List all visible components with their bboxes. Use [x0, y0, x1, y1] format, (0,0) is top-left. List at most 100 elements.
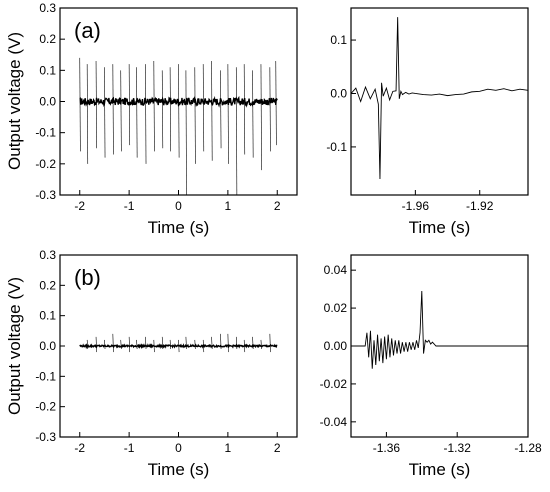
spike-mark: [104, 67, 106, 158]
plot-frame: [350, 7, 529, 196]
y-tick-label: -0.3: [35, 188, 56, 202]
spike-mark: [243, 64, 246, 155]
spike-mark: [178, 339, 180, 353]
x-tick-label: 1: [225, 199, 232, 213]
spike-mark: [211, 336, 213, 350]
y-tick-label: 0.2: [39, 278, 56, 292]
spike-mark: [153, 339, 155, 353]
y-tick-label: 0.00: [324, 339, 348, 353]
spike-mark: [136, 67, 138, 158]
spike-mark: [227, 333, 229, 353]
y-tick-label: 0.02: [324, 301, 348, 315]
spike-mark: [194, 67, 196, 164]
x-axis-title: Time (s): [409, 460, 471, 479]
y-tick-label: 0.3: [39, 1, 56, 15]
spike-mark: [86, 339, 89, 350]
chart-panel-a-left: -2 -1 0 1 2 -0.3 -0.2 -0.1 0.0 0.1 0.2 0.3 Time (s) O…: [5, 1, 298, 237]
spike-mark: [202, 64, 205, 152]
spike-mark: [169, 339, 172, 350]
y-tick-label: -0.1: [326, 140, 347, 154]
series-line: [351, 17, 528, 179]
y-tick-label: -0.02: [320, 377, 348, 391]
spike-mark: [202, 339, 205, 353]
spike-mark: [260, 339, 262, 350]
panel-label: (a): [74, 18, 101, 43]
spike-mark: [252, 336, 254, 350]
y-tick-label: 0.2: [39, 32, 56, 46]
y-tick-label: -0.1: [35, 369, 56, 383]
spike-mark: [185, 70, 187, 195]
spike-mark: [211, 60, 213, 161]
y-tick-label: 0.0: [330, 86, 347, 100]
spike-mark: [112, 64, 114, 155]
spike-mark: [128, 336, 131, 353]
spike-mark: [120, 70, 122, 152]
y-axis-title: Output voltage (V): [5, 32, 24, 170]
series-line: [351, 291, 528, 369]
spike-mark: [112, 333, 114, 353]
spike-mark: [145, 336, 147, 350]
chart-panel-b-right: -1.36 -1.32 -1.28 -0.04 -0.02 0.00 0.02 0.04 Tim…: [320, 254, 542, 479]
x-tick-label: 2: [274, 199, 281, 213]
spike-mark: [136, 339, 138, 350]
spike-mark: [145, 64, 147, 164]
spike-mark: [227, 64, 229, 164]
y-tick-label: -0.2: [35, 400, 56, 414]
x-tick-label: -1.92: [466, 199, 494, 213]
spike-mark: [95, 60, 97, 149]
spike-mark: [243, 339, 246, 353]
x-tick-label: -1.28: [514, 441, 542, 455]
spike-mark: [95, 336, 97, 353]
y-tick-label: -0.04: [320, 415, 348, 429]
series-group: [79, 57, 278, 195]
y-tick-label: 0.1: [330, 33, 347, 47]
spike-mark: [153, 60, 155, 152]
spike-mark: [220, 333, 222, 350]
spike-mark: [269, 333, 271, 353]
y-tick-label: -0.3: [35, 430, 56, 444]
spike-mark: [120, 339, 122, 350]
spike-mark: [161, 70, 164, 149]
spike-mark: [86, 64, 89, 164]
series-group: [351, 291, 528, 369]
chart-panel-b-left: -2 -1 0 1 2 -0.3 -0.2 -0.1 0.0 0.1 0.2 0.3 Time (s) O…: [5, 248, 298, 479]
y-tick-label: 0.0: [39, 95, 56, 109]
spike-mark: [275, 60, 277, 146]
spike-mark: [269, 67, 271, 152]
x-tick-label: 0: [175, 199, 182, 213]
spike-mark: [169, 67, 172, 152]
y-tick-label: 0.3: [39, 248, 56, 262]
x-tick-label: 0: [175, 441, 182, 455]
spike-mark: [220, 70, 222, 149]
series-group: [351, 17, 528, 179]
spike-mark: [79, 57, 81, 152]
spike-mark: [252, 70, 254, 158]
spike-mark: [235, 336, 238, 350]
x-tick-label: -1.96: [402, 199, 430, 213]
y-tick-label: 0.1: [39, 63, 56, 77]
x-tick-label: -1.36: [373, 441, 401, 455]
panel-label: (b): [74, 265, 101, 290]
x-tick-label: -1.32: [444, 441, 472, 455]
x-tick-label: -2: [74, 441, 85, 455]
x-tick-label: -2: [74, 199, 85, 213]
x-axis-title: Time (s): [148, 218, 210, 237]
x-axis-title: Time (s): [148, 460, 210, 479]
y-tick-label: 0.0: [39, 339, 56, 353]
spike-mark: [178, 64, 180, 158]
x-axis-title: Time (s): [409, 218, 471, 237]
y-tick-label: 0.04: [324, 263, 348, 277]
x-tick-label: -1: [124, 199, 135, 213]
y-axis-title: Output voltage (V): [5, 277, 24, 415]
spike-mark: [260, 64, 262, 171]
spike-mark: [185, 336, 187, 350]
spike-mark: [161, 336, 164, 350]
x-tick-label: -1: [124, 441, 135, 455]
y-tick-label: 0.1: [39, 309, 56, 323]
x-tick-label: 1: [225, 441, 232, 455]
spike-mark: [235, 67, 238, 195]
x-tick-label: 2: [274, 441, 281, 455]
spike-mark: [194, 339, 196, 350]
y-tick-label: -0.2: [35, 157, 56, 171]
